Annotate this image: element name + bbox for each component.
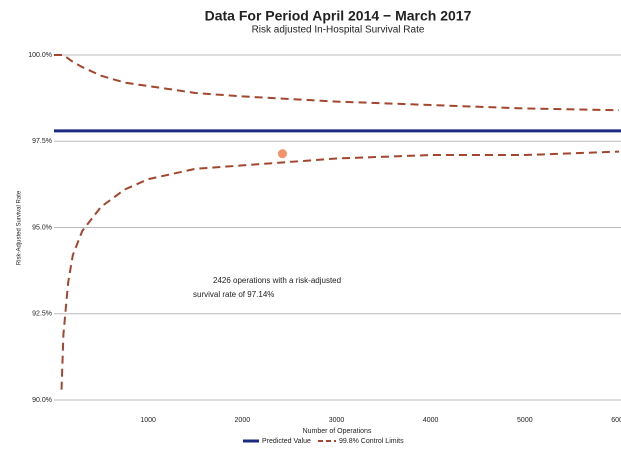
x-tick-label: 5000	[517, 417, 533, 424]
y-tick-label: 92.5%	[32, 311, 52, 318]
y-axis-label: Risk-Adjusted Survival Rate	[17, 190, 23, 265]
y-tick-label: 100.0%	[28, 52, 52, 59]
x-tick-label: 2000	[235, 417, 251, 424]
chart-subtitle: Risk adjusted In-Hospital Survival Rate	[252, 25, 425, 36]
x-tick-label: 3000	[329, 417, 345, 424]
legend-label: 99.8% Control Limits	[339, 438, 404, 445]
legend-label: Predicted Value	[262, 438, 311, 445]
chart-title: Data For Period April 2014 − March 2017	[205, 8, 472, 24]
x-axis-label: Number of Operations	[303, 428, 372, 435]
x-tick-label: 4000	[423, 417, 439, 424]
y-tick-label: 95.0%	[32, 224, 52, 231]
control-limit-upper	[54, 54, 620, 112]
control-limit-lower	[60, 150, 620, 390]
annotation: 2426 operations with a risk-adjusted	[213, 276, 341, 285]
x-tick-label: 6000	[611, 417, 621, 424]
y-tick-label: 90.0%	[32, 397, 52, 404]
annotation: survival rate of 97.14%	[193, 290, 274, 299]
y-tick-label: 97.5%	[32, 138, 52, 145]
hospital-point	[277, 149, 287, 159]
x-tick-label: 1000	[140, 417, 156, 424]
